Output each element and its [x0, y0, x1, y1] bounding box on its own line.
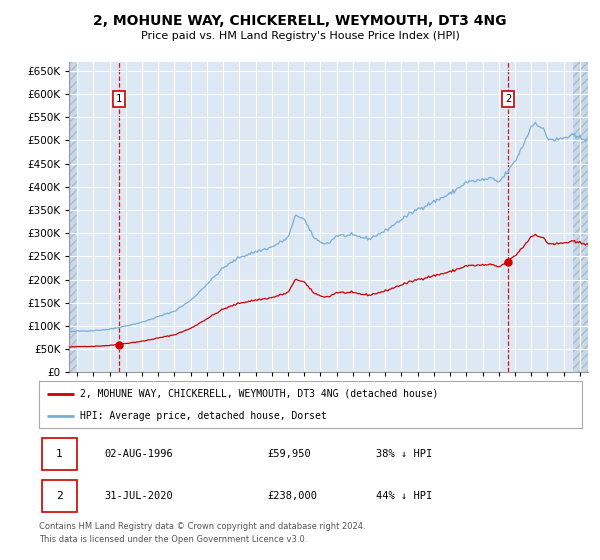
Polygon shape [69, 62, 77, 372]
Text: 44% ↓ HPI: 44% ↓ HPI [376, 491, 432, 501]
Text: £59,950: £59,950 [267, 449, 311, 459]
Text: 2, MOHUNE WAY, CHICKERELL, WEYMOUTH, DT3 4NG (detached house): 2, MOHUNE WAY, CHICKERELL, WEYMOUTH, DT3… [80, 389, 438, 399]
Polygon shape [573, 62, 588, 372]
Text: Contains HM Land Registry data © Crown copyright and database right 2024.: Contains HM Land Registry data © Crown c… [39, 522, 365, 531]
Text: This data is licensed under the Open Government Licence v3.0.: This data is licensed under the Open Gov… [39, 535, 307, 544]
Text: £238,000: £238,000 [267, 491, 317, 501]
Text: 2: 2 [56, 491, 62, 501]
Text: 1: 1 [56, 449, 62, 459]
FancyBboxPatch shape [42, 438, 77, 470]
Text: 31-JUL-2020: 31-JUL-2020 [104, 491, 173, 501]
Text: 1: 1 [116, 94, 122, 104]
Text: 38% ↓ HPI: 38% ↓ HPI [376, 449, 432, 459]
Text: HPI: Average price, detached house, Dorset: HPI: Average price, detached house, Dors… [80, 410, 326, 421]
Text: 2, MOHUNE WAY, CHICKERELL, WEYMOUTH, DT3 4NG: 2, MOHUNE WAY, CHICKERELL, WEYMOUTH, DT3… [93, 14, 507, 28]
Text: Price paid vs. HM Land Registry's House Price Index (HPI): Price paid vs. HM Land Registry's House … [140, 31, 460, 41]
Text: 02-AUG-1996: 02-AUG-1996 [104, 449, 173, 459]
Text: 2: 2 [505, 94, 511, 104]
FancyBboxPatch shape [42, 480, 77, 512]
